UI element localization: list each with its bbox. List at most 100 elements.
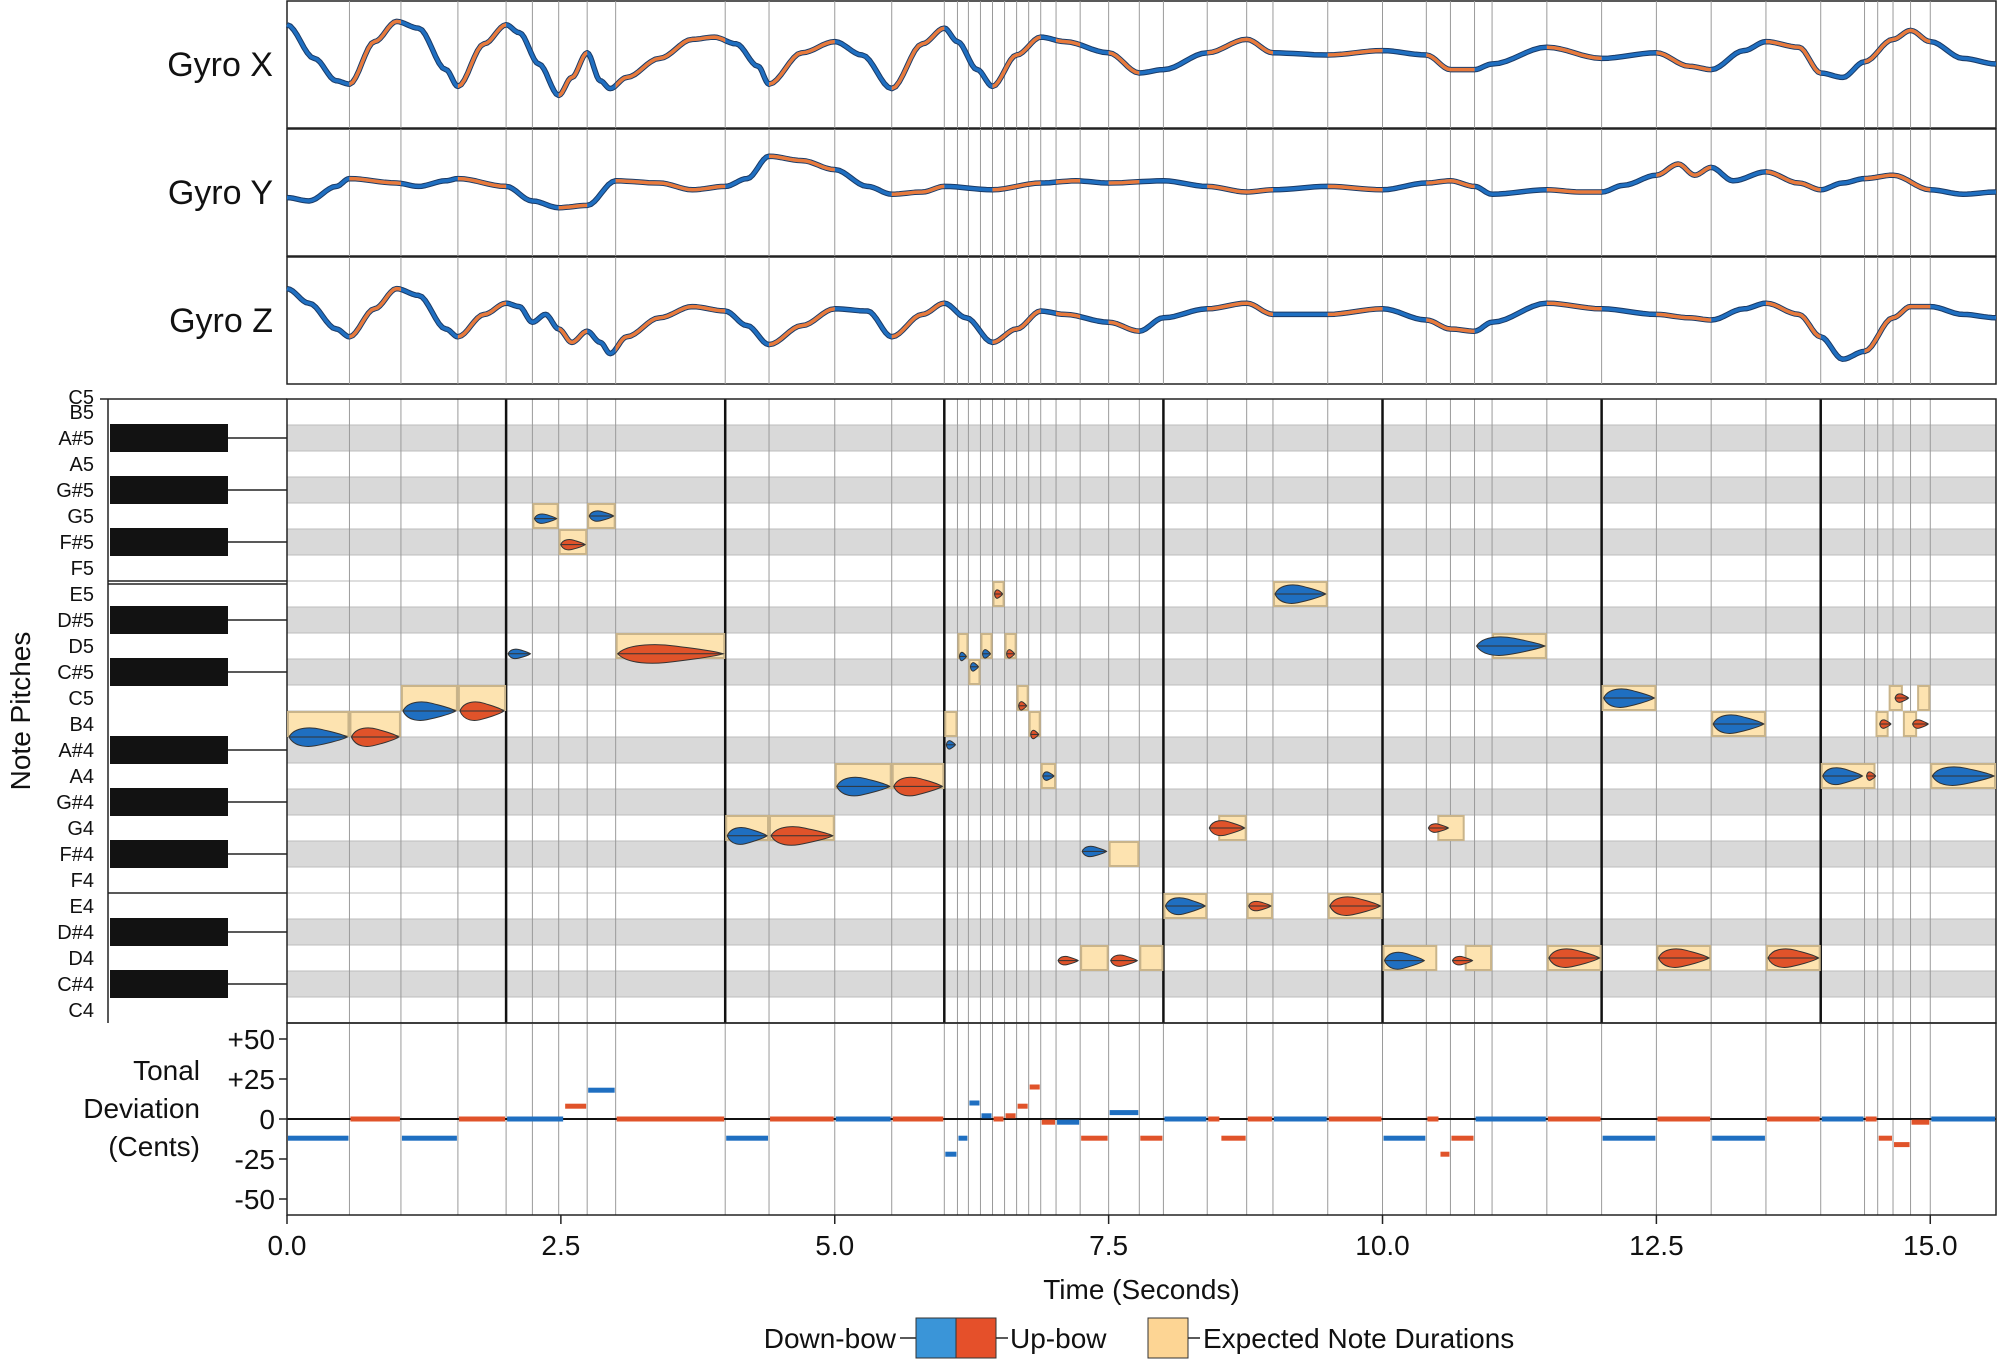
black-key: [110, 658, 228, 686]
expected-duration-box: [1080, 945, 1109, 971]
pitch-label: C5: [68, 387, 94, 409]
dev-segment-upbow: [1017, 1103, 1028, 1109]
dev-segment-upbow: [616, 1116, 725, 1122]
pitch-label: F4: [71, 870, 94, 892]
black-key: [110, 528, 228, 556]
expected-duration-box: [1917, 685, 1931, 711]
pitch-row-shaded: [287, 789, 1996, 815]
pitch-label: C#5: [57, 662, 94, 684]
dev-segment-downbow: [1602, 1135, 1656, 1141]
pitch-row-shaded: [287, 607, 1996, 633]
dev-segment-upbow: [1328, 1116, 1382, 1122]
pitch-label: B5: [70, 402, 94, 424]
time-tick-label: 7.5: [1089, 1230, 1128, 1261]
dev-segment-downbow: [507, 1116, 564, 1122]
pitch-row-shaded: [287, 529, 1996, 555]
gyro-panel-3: Gyro Z: [169, 256, 1997, 385]
dev-segment-downbow: [1712, 1135, 1765, 1141]
dev-segment-upbow: [770, 1116, 834, 1122]
dev-segment-upbow: [1911, 1119, 1930, 1125]
pitch-axis-title: Note Pitches: [5, 632, 36, 791]
gyro-panels: Gyro X Gyro Y Gyro Z: [167, 0, 1997, 385]
pitch-label: G5: [67, 506, 94, 528]
black-key: [110, 736, 228, 764]
dev-segment-upbow: [1208, 1116, 1220, 1122]
dev-segment-upbow: [458, 1116, 506, 1122]
pitch-row-shaded: [287, 425, 1996, 451]
pitch-label: A5: [70, 454, 94, 476]
legend-downbow-label: Down-bow: [764, 1323, 897, 1354]
dev-axis-title-line: Tonal: [133, 1055, 200, 1086]
time-tick-label: 0.0: [268, 1230, 307, 1261]
black-key: [110, 970, 228, 998]
dev-segment-upbow: [892, 1116, 944, 1122]
dev-segment-upbow: [1766, 1116, 1820, 1122]
dev-segment-downbow: [401, 1135, 457, 1141]
dev-segment-downbow: [1057, 1119, 1080, 1125]
dev-tick-label: -50: [235, 1184, 275, 1215]
dev-segment-upbow: [1547, 1116, 1601, 1122]
dev-segment-upbow: [1894, 1142, 1910, 1148]
dev-segment-upbow: [1221, 1135, 1246, 1141]
dev-segment-upbow: [1657, 1116, 1711, 1122]
dev-segment-downbow: [981, 1113, 992, 1119]
dev-segment-downbow: [969, 1100, 980, 1106]
time-tick-label: 12.5: [1629, 1230, 1684, 1261]
pitch-label: C#4: [57, 974, 94, 996]
gyro-panel-2: Gyro Y: [168, 128, 1997, 257]
legend-upbow-swatch: [955, 1317, 997, 1359]
dev-segment-upbow: [1140, 1135, 1163, 1141]
dev-segment-upbow: [565, 1103, 587, 1109]
deviation-panel: +50 +25 0 -25 -50 Tonal Deviation (Cents): [83, 1022, 1997, 1216]
black-key: [110, 424, 228, 452]
dev-segment-downbow: [958, 1135, 968, 1141]
dev-tick-label: +50: [228, 1024, 276, 1055]
dev-segment-downbow: [288, 1135, 349, 1141]
pitch-label: A4: [70, 766, 94, 788]
gyro-label: Gyro Y: [168, 174, 273, 212]
dev-segment-upbow: [1427, 1116, 1439, 1122]
dev-segment-upbow: [1878, 1135, 1893, 1141]
dev-segment-downbow: [726, 1135, 769, 1141]
dev-segment-downbow: [1821, 1116, 1864, 1122]
gyro-frame: [286, 256, 1997, 385]
dev-segment-upbow: [1081, 1135, 1108, 1141]
black-key: [110, 606, 228, 634]
pitch-label: C4: [68, 1000, 94, 1022]
dev-segment-downbow: [588, 1087, 615, 1093]
time-tick-label: 15.0: [1903, 1230, 1958, 1261]
gyro-label: Gyro X: [167, 46, 273, 84]
expected-duration-box: [968, 659, 981, 685]
dev-segment-downbow: [1475, 1116, 1546, 1122]
pitch-label: F5: [71, 558, 94, 580]
expected-duration-box: [1108, 841, 1140, 867]
gyro-curve-downbow: [286, 286, 1997, 361]
dev-axis-title-line: (Cents): [108, 1131, 200, 1162]
legend-expected-label: Expected Note Durations: [1203, 1323, 1514, 1354]
dev-segment-downbow: [1383, 1135, 1426, 1141]
dev-segment-downbow: [1109, 1110, 1139, 1116]
dev-segment-downbow: [1164, 1116, 1207, 1122]
dev-segment-upbow: [350, 1116, 400, 1122]
black-key: [110, 918, 228, 946]
pitch-row-shaded: [287, 841, 1996, 867]
black-key: [110, 840, 228, 868]
time-tick-label: 2.5: [541, 1230, 580, 1261]
dev-segment-upbow: [1451, 1135, 1474, 1141]
pitch-label: D#4: [57, 922, 94, 944]
piano-keyboard: C4 C#4 D4 D#4 E4 F4 F#4 G4 G#4 A4 A#4 B4 C5 C#5 D5 D#5 E…: [56, 387, 287, 1023]
dev-segment-downbow: [1931, 1116, 1995, 1122]
legend: Down-bow Up-bow Expected Note Durations: [764, 1317, 1514, 1359]
dev-tick-label: -25: [235, 1144, 275, 1175]
black-key: [110, 788, 228, 816]
pitch-label: G4: [67, 818, 94, 840]
expected-duration-box: [1464, 945, 1493, 971]
dev-segment-downbow: [945, 1151, 957, 1157]
pitch-label: A#4: [58, 740, 94, 762]
dev-tick-label: 0: [259, 1104, 275, 1135]
dev-segment-upbow: [1029, 1084, 1040, 1090]
pitch-row-shaded: [287, 659, 1996, 685]
pitch-label: D#5: [57, 610, 94, 632]
pitch-label: F#5: [60, 532, 94, 554]
